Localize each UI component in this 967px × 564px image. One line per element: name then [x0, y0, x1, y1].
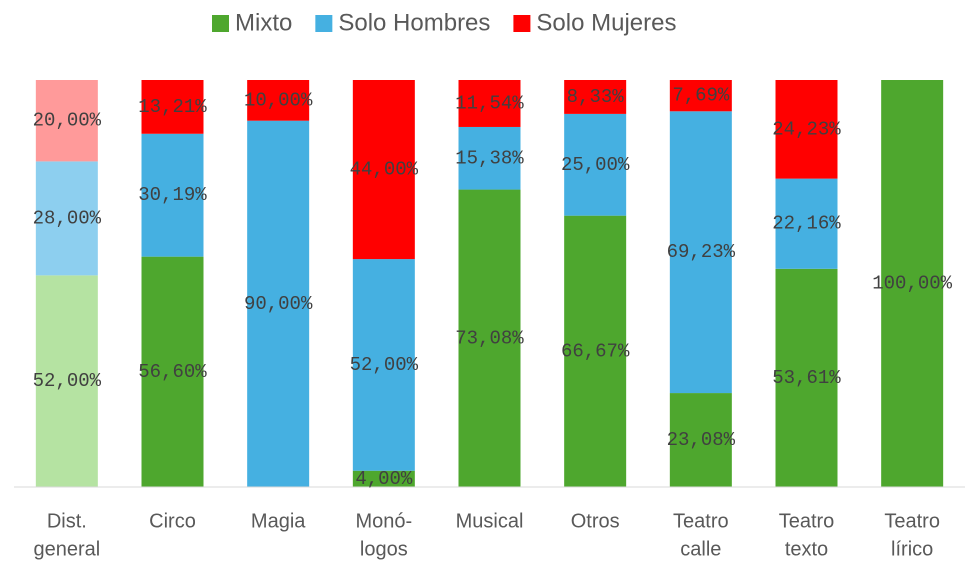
- bar-segment: [669, 80, 732, 112]
- data-label: 52,00%: [350, 354, 419, 376]
- bar-segment: [564, 80, 627, 114]
- bar-segment: [141, 80, 204, 134]
- bar-segment: [35, 275, 98, 487]
- bar-segment: [35, 80, 98, 162]
- data-label: 53,61%: [772, 367, 841, 389]
- data-label: 100,00%: [872, 273, 952, 295]
- bar-segment: [775, 268, 838, 487]
- x-tick-label: general: [33, 538, 100, 560]
- legend-swatch: [315, 15, 333, 32]
- x-tick-label: Dist.: [47, 510, 87, 532]
- x-tick-label: logos: [360, 538, 408, 560]
- data-label: 7,69%: [672, 85, 730, 107]
- data-label: 10,00%: [244, 89, 313, 111]
- legend-label: Mixto: [235, 9, 292, 36]
- bar-segment: [352, 259, 415, 471]
- bar-segment: [458, 126, 521, 190]
- x-tick-label: Teatro: [673, 510, 729, 532]
- x-tick-label: Circo: [149, 510, 196, 532]
- data-label: 30,19%: [138, 184, 207, 206]
- data-label: 25,00%: [561, 154, 630, 176]
- bar-segment: [564, 215, 627, 487]
- bar-segment: [247, 80, 310, 121]
- data-label: 24,23%: [772, 118, 841, 140]
- x-tick-label: Musical: [456, 510, 524, 532]
- x-tick-label: Monó-: [355, 510, 412, 532]
- data-label: 66,67%: [561, 340, 630, 362]
- data-label: 56,60%: [138, 361, 207, 383]
- data-label: 73,08%: [455, 327, 524, 349]
- bar-segment: [458, 80, 521, 127]
- data-label: 90,00%: [244, 293, 313, 315]
- x-tick-label: calle: [680, 538, 721, 560]
- data-label: 4,00%: [355, 468, 413, 490]
- data-label: 13,21%: [138, 96, 207, 118]
- data-label: 8,33%: [567, 86, 625, 108]
- bar-segment: [352, 80, 415, 260]
- x-tick-label: Otros: [571, 510, 620, 532]
- data-label: 11,54%: [455, 92, 524, 114]
- legend-swatch: [513, 15, 531, 32]
- data-label: 22,16%: [772, 213, 841, 235]
- bar-segment: [458, 189, 521, 488]
- bar-segment: [352, 470, 415, 487]
- data-label: 52,00%: [33, 370, 102, 392]
- bar-segment: [775, 80, 838, 179]
- data-label: 20,00%: [33, 110, 102, 132]
- x-tick-label: texto: [785, 538, 828, 560]
- data-label: 15,38%: [455, 147, 524, 169]
- bar-segment: [35, 161, 98, 276]
- bar-segment: [247, 120, 310, 487]
- bar-segment: [881, 80, 944, 487]
- x-tick-label: Teatro: [884, 510, 940, 532]
- x-tick-label: Magia: [251, 510, 306, 532]
- bar-segment: [141, 256, 204, 487]
- legend-swatch: [212, 15, 229, 32]
- x-tick-label: Teatro: [779, 510, 835, 532]
- data-label: 23,08%: [667, 429, 736, 451]
- bar-segment: [564, 113, 627, 216]
- data-label: 28,00%: [33, 207, 102, 229]
- bar-segment: [669, 111, 732, 394]
- bar-segment: [141, 133, 204, 257]
- data-label: 44,00%: [350, 159, 419, 181]
- data-label: 69,23%: [667, 241, 736, 263]
- x-tick-label: lírico: [891, 538, 933, 560]
- bar-segment: [669, 393, 732, 487]
- legend-label: Solo Hombres: [338, 9, 490, 36]
- bar-segment: [775, 178, 838, 269]
- legend-label: Solo Mujeres: [536, 9, 676, 36]
